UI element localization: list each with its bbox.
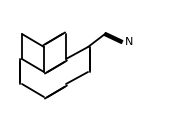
Text: N: N xyxy=(125,37,133,47)
